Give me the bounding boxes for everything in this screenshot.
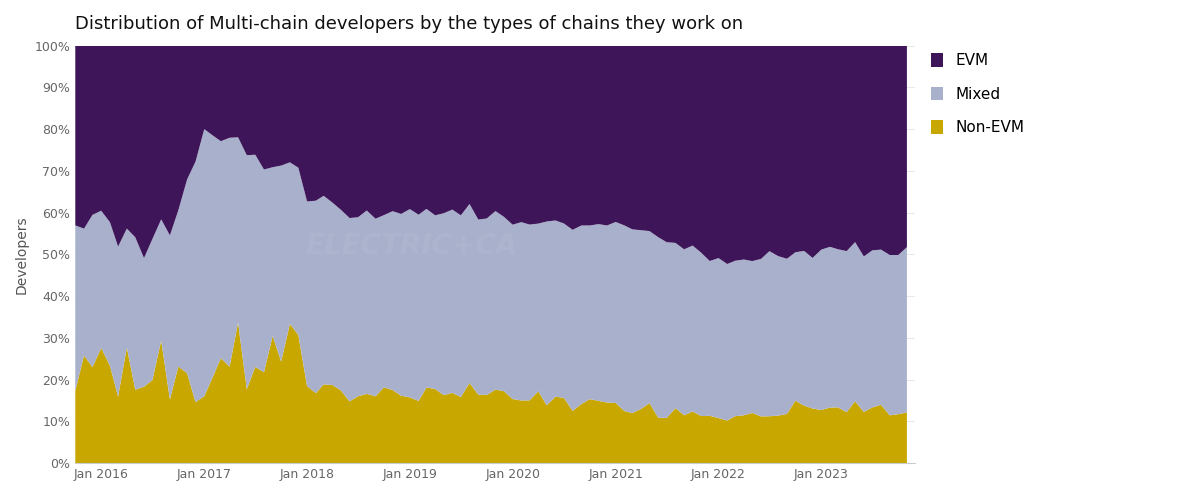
Legend: EVM, Mixed, Non-EVM: EVM, Mixed, Non-EVM xyxy=(931,53,1025,135)
Text: Distribution of Multi-chain developers by the types of chains they work on: Distribution of Multi-chain developers b… xyxy=(75,15,743,33)
Y-axis label: Developers: Developers xyxy=(15,215,29,294)
Text: ELECTRIC+CA: ELECTRIC+CA xyxy=(306,232,517,260)
